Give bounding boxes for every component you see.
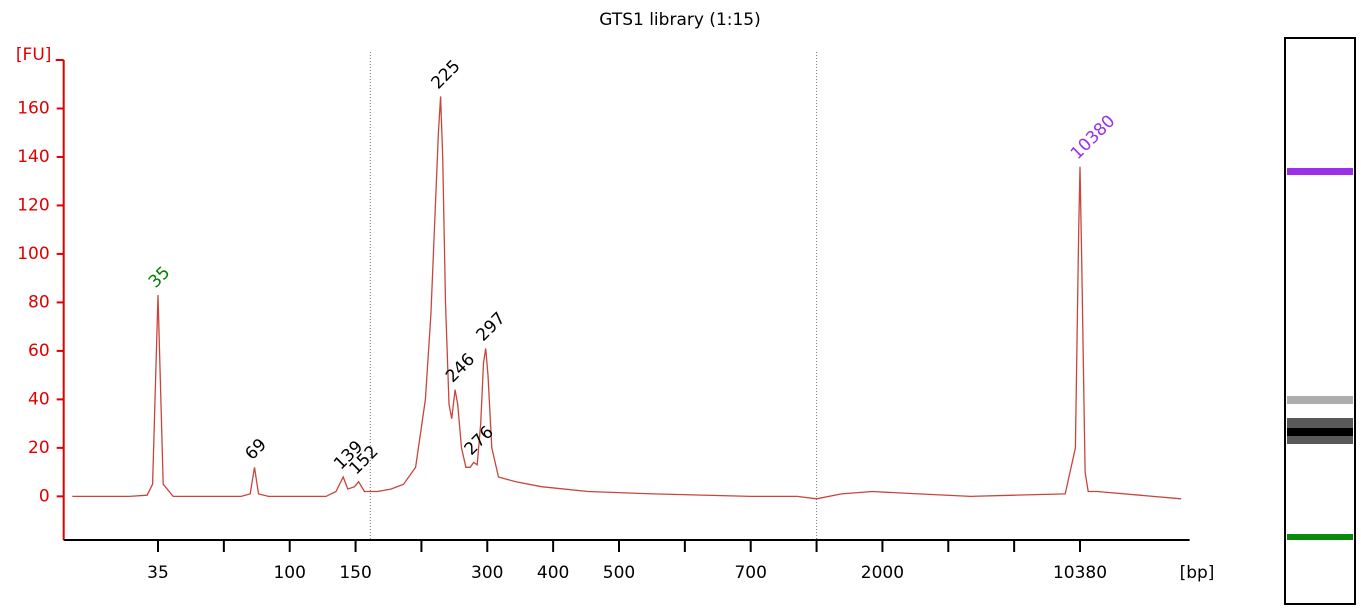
gel-band [1287,396,1353,404]
y-tick-label: 20 [28,438,50,458]
peak-label: 10380 [1067,111,1119,163]
gel-band [1287,168,1353,175]
y-axis-label: [FU] [16,45,52,65]
y-tick-label: 80 [28,292,50,312]
gel-band [1287,428,1353,436]
gel-band [1287,534,1353,540]
peak-label: 297 [473,308,510,345]
peak-label: 69 [241,435,270,464]
y-tick-label: 160 [17,98,49,118]
gel-frame [1284,37,1356,605]
x-tick-label: 2000 [861,563,904,583]
x-tick-label: 500 [603,563,635,583]
x-tick-label: 150 [339,563,371,583]
x-tick-label: 10380 [1053,563,1107,583]
peak-label: 276 [461,422,498,459]
y-tick-label: 40 [28,389,50,409]
chart-title: GTS1 library (1:15) [599,10,761,30]
x-axis-label: [bp] [1180,563,1215,583]
y-tick-label: 100 [17,244,49,264]
peak-label: 35 [145,263,174,292]
gel-lane [1284,37,1356,605]
x-tick-label: 700 [734,563,766,583]
x-tick-label: 300 [471,563,503,583]
trace [72,96,1182,500]
y-tick-label: 120 [17,195,49,215]
y-tick-label: 0 [39,486,50,506]
y-tick-label: 60 [28,341,50,361]
peak-label: 225 [427,56,464,93]
x-tick-label: 400 [537,563,569,583]
x-tick-label: 35 [147,563,169,583]
y-tick-label: 140 [17,147,49,167]
x-tick-label: 100 [273,563,305,583]
